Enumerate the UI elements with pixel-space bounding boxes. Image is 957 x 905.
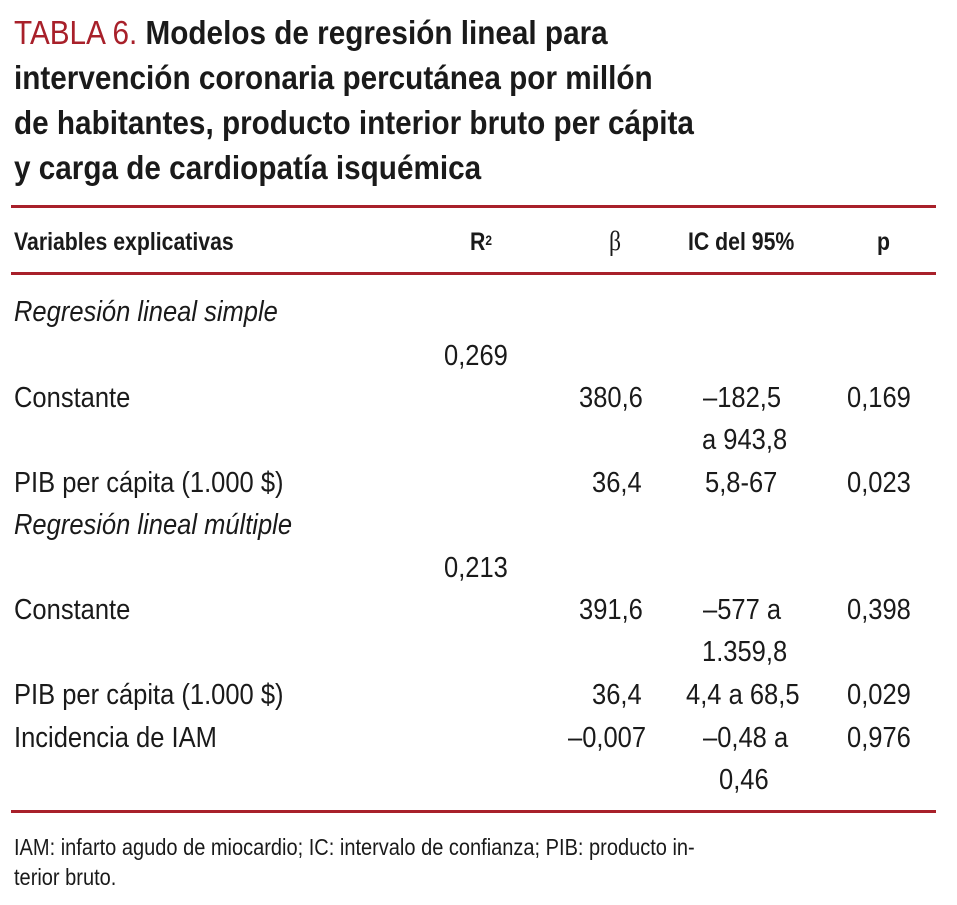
- title-line-1: TABLA 6. Modelos de regresión lineal par…: [14, 14, 608, 51]
- ci-value: –0,48 a: [703, 722, 789, 754]
- header-ci: IC del 95%: [688, 228, 795, 256]
- variable-label: Constante: [14, 382, 131, 414]
- beta-value: 391,6: [579, 594, 643, 626]
- r2-value: 0,213: [444, 552, 508, 584]
- p-value: 0,976: [847, 722, 911, 754]
- ci-value-continued: a 943,8: [702, 424, 788, 456]
- p-value: 0,029: [847, 679, 911, 711]
- top-rule: [11, 205, 936, 208]
- beta-value: 380,6: [579, 382, 643, 414]
- title-line-4: y carga de cardiopatía isquémica: [14, 149, 482, 186]
- p-value: 0,398: [847, 594, 911, 626]
- footnote-line-2: terior bruto.: [14, 864, 117, 890]
- ci-value: –577 a: [703, 594, 782, 626]
- ci-value: 5,8-67: [705, 467, 778, 499]
- header-rule: [11, 272, 936, 275]
- variable-label: PIB per cápita (1.000 $): [14, 679, 284, 711]
- bottom-rule: [11, 810, 936, 813]
- variable-label: Constante: [14, 594, 131, 626]
- variable-label: Incidencia de IAM: [14, 722, 217, 754]
- ci-value: 4,4 a 68,5: [686, 679, 800, 711]
- p-value: 0,023: [847, 467, 911, 499]
- beta-value: 36,4: [592, 467, 642, 499]
- r2-value: 0,269: [444, 340, 508, 372]
- header-r2: R2: [470, 228, 492, 256]
- section-title-simple: Regresión lineal simple: [14, 296, 278, 328]
- p-value: 0,169: [847, 382, 911, 414]
- section-title-multiple: Regresión lineal múltiple: [14, 509, 293, 541]
- variable-label: PIB per cápita (1.000 $): [14, 467, 284, 499]
- title-line-2: intervención coronaria percutánea por mi…: [14, 59, 653, 96]
- table-title: TABLA 6. Modelos de regresión lineal par…: [14, 10, 851, 190]
- header-variables: Variables explicativas: [14, 228, 234, 256]
- beta-value: 36,4: [592, 679, 642, 711]
- footnote: IAM: infarto agudo de miocardio; IC: int…: [14, 832, 936, 892]
- ci-value-continued: 0,46: [719, 764, 769, 796]
- beta-value: –0,007: [568, 722, 647, 754]
- header-p: p: [877, 228, 890, 256]
- ci-value-continued: 1.359,8: [702, 636, 788, 668]
- table-label: TABLA 6.: [14, 14, 138, 51]
- title-line-3: de habitantes, producto interior bruto p…: [14, 104, 694, 141]
- footnote-line-1: IAM: infarto agudo de miocardio; IC: int…: [14, 834, 695, 860]
- header-beta: β: [609, 226, 622, 256]
- ci-value: –182,5: [703, 382, 782, 414]
